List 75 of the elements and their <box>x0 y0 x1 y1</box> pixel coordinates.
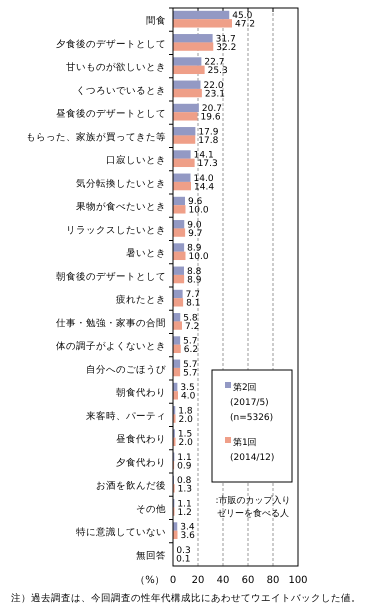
legend-label: 第2回 (2017/5) (n=5326) <box>230 382 274 423</box>
data-label: 0.3 <box>176 546 191 556</box>
data-label: 9.7 <box>188 228 202 239</box>
data-label: 17.3 <box>198 159 218 170</box>
data-label: 4.0 <box>181 392 196 402</box>
data-label: 8.9 <box>187 275 202 286</box>
y-tick-label: 夕食代わり <box>116 456 166 468</box>
y-tick-label: もらった、家族が買ってきた等 <box>26 130 166 143</box>
y-tick-label: リラックスしたいとき <box>66 224 166 236</box>
y-tick-label: 自分へのごほうび <box>86 363 167 376</box>
y-tick-label: 特に意識していない <box>76 526 166 538</box>
x-tick-label: 80 <box>266 575 280 586</box>
annotation: ゼリーを食べる人 <box>217 508 289 519</box>
y-tick-label: 朝食後のデザートとして <box>56 270 166 282</box>
y-tick-label: 暑いとき <box>126 248 166 260</box>
data-label: 17.8 <box>198 136 219 146</box>
data-label: 23.1 <box>204 89 225 100</box>
y-tick-label: 昼食代わり <box>116 433 166 446</box>
y-tick-label: 無回答 <box>136 549 166 562</box>
data-label: 9.0 <box>187 220 202 230</box>
y-tick-label: 口寂しいとき <box>106 154 166 166</box>
y-tick-label: その他 <box>136 502 166 515</box>
data-label: 10.0 <box>188 252 209 262</box>
data-label: 22.0 <box>204 80 224 91</box>
data-label: 5.8 <box>183 313 198 324</box>
data-label: 3.5 <box>180 383 195 394</box>
y-tick-label: 夕食後のデザートとして <box>56 38 166 50</box>
annotation: :市販のカップ入り <box>215 495 291 506</box>
data-label: 1.2 <box>178 508 192 518</box>
data-label: 14.4 <box>194 182 214 192</box>
x-axis-title: （%） <box>135 575 165 586</box>
y-tick-label: 仕事・勉強・家事の合間 <box>56 316 166 329</box>
data-label: 1.1 <box>177 452 192 463</box>
data-label: 32.2 <box>216 42 236 53</box>
data-label: 5.7 <box>183 360 198 370</box>
data-label: 2.0 <box>178 414 194 425</box>
data-label: 2.0 <box>178 438 194 448</box>
y-tick-label: くつろいでいるとき <box>76 85 166 96</box>
data-label: 14.0 <box>194 174 214 184</box>
y-tick-label: 果物が食べたいとき <box>76 200 166 213</box>
x-tick-label: 40 <box>216 575 230 586</box>
y-tick-label: 朝食代わり <box>116 386 166 399</box>
legend-label: 第1回 (2014/12) <box>230 437 274 463</box>
y-tick-label: 間食 <box>146 14 166 27</box>
x-tick-label: 20 <box>192 575 204 586</box>
y-tick-label: 来客時、パーティ <box>86 410 166 422</box>
data-label: 25.3 <box>208 66 228 76</box>
x-tick-label: 60 <box>242 575 254 586</box>
data-label: 17.9 <box>198 127 219 138</box>
y-tick-label: 甘いものが欲しいとき <box>66 61 166 74</box>
y-tick-label: 気分転換したいとき <box>76 177 166 190</box>
data-label: 6.2 <box>184 345 198 356</box>
data-label: 10.0 <box>188 206 209 216</box>
data-label: 8.8 <box>187 266 202 277</box>
data-label: 8.9 <box>187 244 202 254</box>
data-label: 3.6 <box>180 531 196 542</box>
data-label: 9.6 <box>188 197 203 208</box>
data-label: 19.6 <box>200 112 221 123</box>
data-label: 47.2 <box>235 20 256 30</box>
y-tick-label: 疲れたとき <box>116 294 166 306</box>
data-label: 5.7 <box>183 368 198 378</box>
data-label: 31.7 <box>216 34 236 44</box>
y-tick-label: 昼食後のデザートとして <box>56 108 166 120</box>
data-label: 0.1 <box>176 554 190 564</box>
x-tick-label: 100 <box>288 575 308 586</box>
y-tick-label: お酒を飲んだ後 <box>96 480 166 492</box>
y-tick-label: 体の調子がよくないとき <box>56 340 166 352</box>
data-label: 1.8 <box>178 406 193 416</box>
data-label: 7.2 <box>185 322 200 332</box>
text: 注）過去調査は、今回調査の性年代構成比にあわせてウエイトバックした値。 <box>11 592 361 604</box>
data-label: 8.1 <box>186 298 200 309</box>
data-label: 0.9 <box>177 461 192 472</box>
data-label: 1.1 <box>177 499 192 510</box>
data-label: 1.3 <box>178 484 192 495</box>
x-tick-label: 0 <box>170 575 176 586</box>
